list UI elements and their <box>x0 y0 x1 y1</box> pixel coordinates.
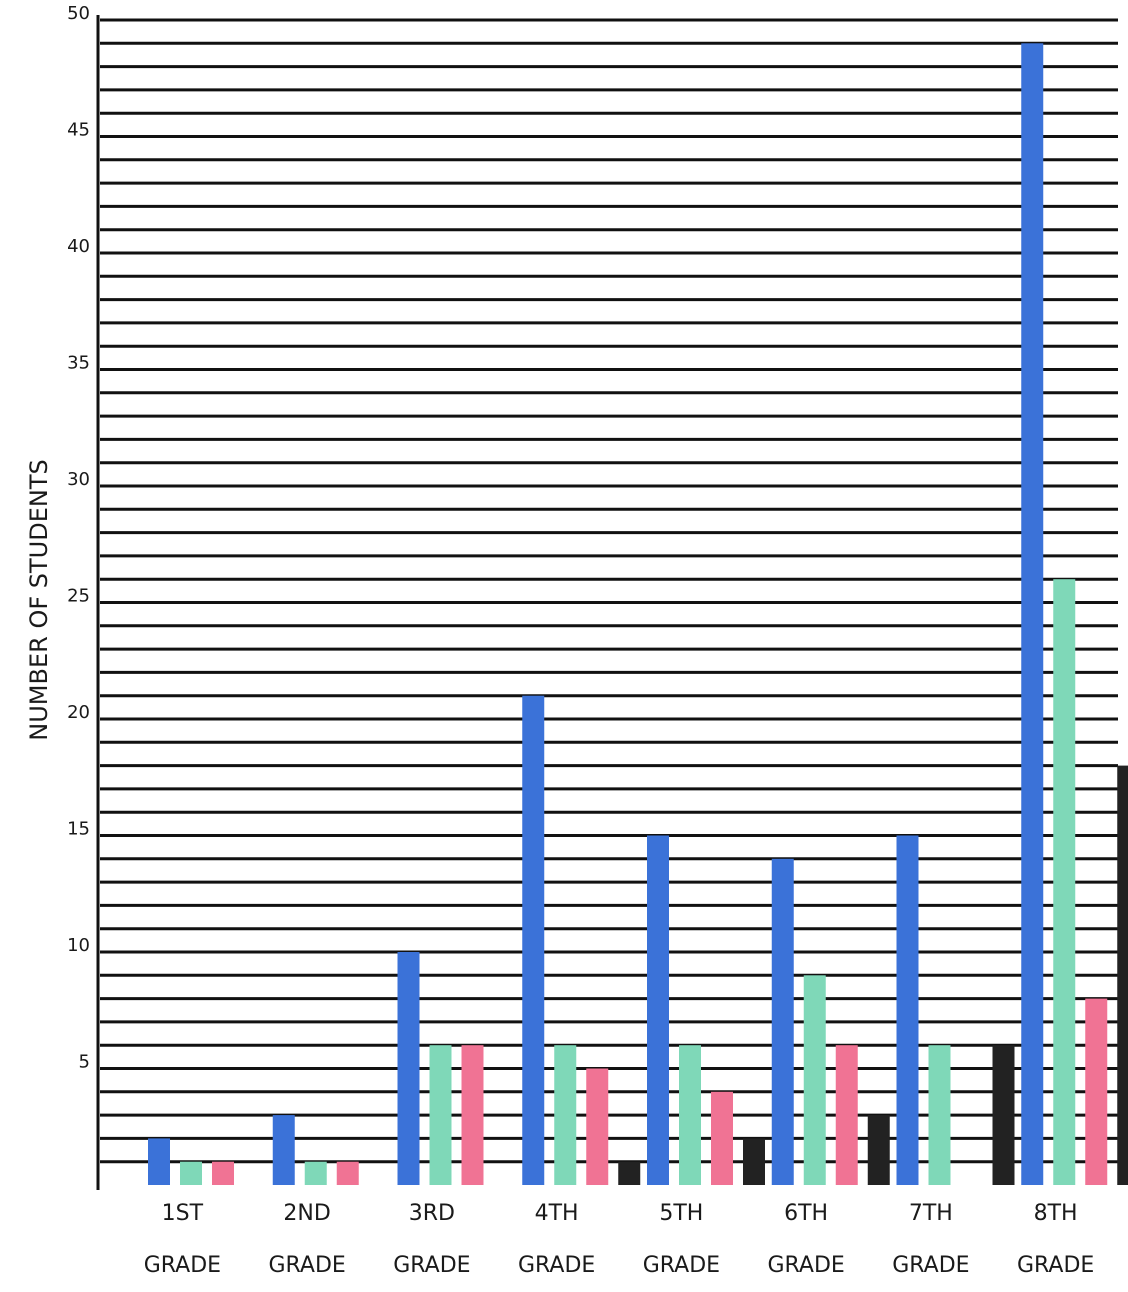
bar <box>461 1045 484 1185</box>
bar <box>304 1161 327 1185</box>
bar <box>429 1045 452 1185</box>
y-tick-label: 25 <box>67 586 90 607</box>
bar <box>928 1045 951 1185</box>
bar <box>896 835 919 1185</box>
bar <box>336 1161 359 1185</box>
bar <box>992 1045 1015 1185</box>
y-tick-label: 20 <box>67 702 90 723</box>
bar <box>1085 998 1108 1185</box>
y-tick-label: 35 <box>67 353 90 374</box>
bar <box>1053 579 1076 1185</box>
bar <box>586 1068 609 1185</box>
x-tick-label: 8TH GRADE <box>1016 1201 1095 1278</box>
bar <box>1117 765 1128 1185</box>
bar <box>803 975 826 1185</box>
y-axis-label: NUMBER OF STUDENTS <box>25 459 53 740</box>
x-tick-label: 7TH GRADE <box>892 1201 970 1278</box>
bar <box>522 695 545 1185</box>
bar <box>1021 43 1044 1185</box>
x-tick-label: 5TH GRADE <box>642 1201 721 1278</box>
x-tick-label: 2ND GRADE <box>268 1201 346 1278</box>
y-tick-label: 30 <box>67 469 90 490</box>
y-tick-label: 15 <box>67 819 90 840</box>
x-tick-label: 6TH GRADE <box>767 1201 845 1278</box>
x-tick-label: 4TH GRADE <box>517 1201 596 1278</box>
bar <box>618 1161 641 1185</box>
y-tick-label: 5 <box>79 1052 90 1073</box>
bar <box>647 835 669 1185</box>
bar <box>272 1115 295 1185</box>
bar <box>743 1138 765 1185</box>
x-tick-label: 3RD GRADE <box>393 1201 471 1278</box>
bar <box>711 1091 733 1185</box>
y-tick-label: 50 <box>67 3 90 24</box>
bar <box>835 1045 858 1185</box>
x-tick-label: 1ST GRADE <box>143 1201 222 1278</box>
bar <box>180 1161 202 1185</box>
y-tick-label: 10 <box>67 935 90 956</box>
bar <box>212 1161 234 1185</box>
y-tick-label: 40 <box>67 236 90 257</box>
bar <box>148 1138 170 1185</box>
bar <box>397 952 420 1185</box>
y-tick-label: 45 <box>67 120 90 141</box>
bar <box>771 858 794 1185</box>
bar <box>679 1045 701 1185</box>
bar <box>554 1045 577 1185</box>
bar <box>867 1115 890 1185</box>
